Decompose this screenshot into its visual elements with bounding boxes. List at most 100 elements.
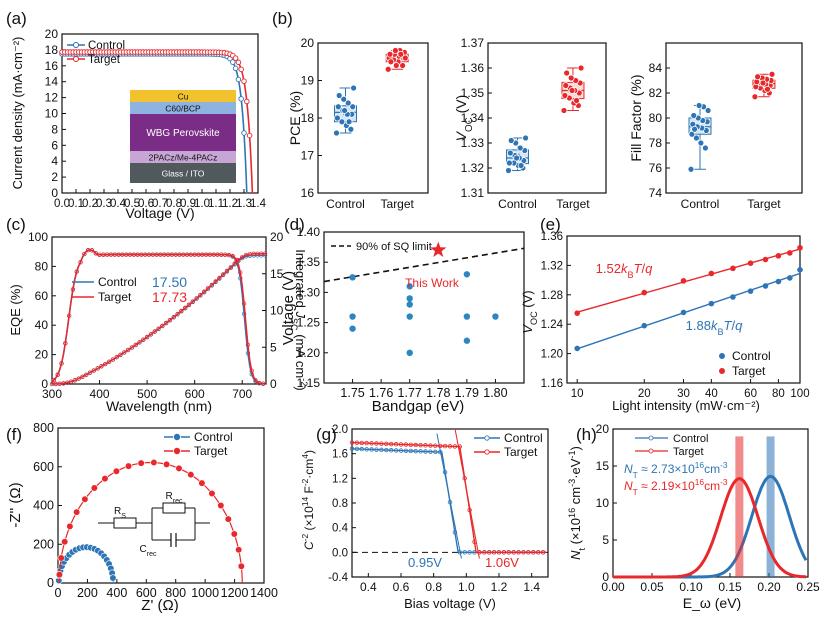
y-axis-title: -Z'' (Ω): [7, 482, 24, 527]
legend-label: Target: [98, 290, 132, 304]
eqe-marker: [78, 260, 83, 265]
plot-frame: [665, 42, 803, 194]
circuit-rrec: [162, 502, 186, 514]
y-tick-label: 1.25: [297, 316, 321, 330]
eqe-marker: [59, 361, 64, 366]
y2-tick-label: 0: [270, 377, 277, 391]
x-tick-label: 1.4: [523, 580, 540, 594]
y-tick-label: 20: [35, 348, 49, 362]
eqe-marker: [93, 251, 98, 256]
jv-marker-control: [232, 65, 239, 72]
jv-marker-control: [235, 76, 242, 83]
jv-marker-target: [238, 66, 244, 73]
jsc-marker: [163, 320, 169, 326]
x-tick-label: 1.3: [236, 198, 252, 210]
y-tick-label: 1.34: [461, 111, 485, 125]
jsc-marker: [202, 289, 207, 294]
y-tick-label: 1.36: [461, 61, 485, 75]
y-tick-label: 16: [45, 59, 59, 73]
y-tick-label: 19: [301, 74, 315, 88]
y-tick-label: 0: [51, 186, 58, 200]
jsc-marker: [122, 350, 127, 355]
box-point: [507, 137, 515, 144]
x-tick-label: 40: [705, 388, 718, 400]
x-tick-label: Control: [498, 197, 537, 211]
data-point-target: [137, 459, 145, 467]
plot-frame: [51, 236, 267, 385]
data-point-control: [797, 267, 803, 273]
legend-label: Control: [98, 275, 137, 289]
y-tick-label: 1.32: [541, 260, 563, 272]
panel-label: (g): [316, 425, 337, 444]
literature-point: [463, 337, 471, 344]
data-point-target: [797, 244, 803, 251]
circuit-label-rrec: Rrec: [166, 491, 183, 505]
x-tick-label: Target: [381, 197, 415, 211]
inset-layer-label: C60/BCP: [165, 104, 201, 114]
data-point-target: [81, 495, 89, 503]
box-point: [697, 139, 705, 147]
data-point-target: [90, 484, 98, 492]
data-point-target: [198, 479, 206, 487]
jsc-marker: [118, 352, 123, 357]
jsc-marker: [160, 323, 165, 328]
eqe-marker: [74, 269, 79, 274]
data-point-control: [641, 322, 648, 329]
legend-label: Control: [504, 431, 543, 445]
literature-point: [349, 274, 356, 281]
nt-label-control: NT ≈ 2.73×1016cm-3: [624, 460, 728, 480]
data-point-control: [762, 283, 769, 289]
inset-layer: [130, 102, 236, 114]
y-tick-label: 1.31: [461, 186, 485, 200]
jsc-marker: [213, 279, 218, 284]
x-tick-label: 0.6: [393, 580, 410, 594]
y-tick-label: 20: [45, 27, 59, 41]
x-tick-label: 1200: [221, 586, 249, 600]
jv-marker-control: [230, 59, 236, 65]
jv-marker-target: [232, 55, 239, 61]
circuit-rs: [113, 517, 137, 529]
inset-layer-label: Glass / ITO: [162, 169, 205, 179]
y-tick-label: 1.40: [297, 225, 321, 239]
box-point: [505, 167, 512, 174]
data-point-control: [775, 278, 782, 285]
box-point: [690, 112, 698, 119]
y-tick-label: 8: [51, 122, 58, 136]
y-tick-label: 0: [41, 377, 48, 391]
jsc-marker: [137, 340, 142, 345]
data-point-target: [730, 265, 736, 272]
box-point: [693, 134, 700, 142]
y-tick-label: 1.28: [541, 290, 563, 302]
x-axis-title: Voltage (V): [125, 205, 194, 221]
sq-limit-line: [323, 247, 525, 283]
x-tick-label: 700: [232, 387, 252, 401]
data-point-target: [230, 530, 238, 538]
literature-point: [349, 313, 356, 320]
legend-label: Target: [504, 445, 538, 459]
x-tick-label: 1.76: [369, 386, 393, 400]
box-point: [333, 114, 341, 122]
jsc-marker: [171, 314, 176, 320]
jsc-marker: [129, 345, 135, 350]
nt-label-target: NT ≈ 2.19×1016cm-3: [624, 477, 728, 497]
plot-frame: [57, 427, 265, 584]
data-point-control: [680, 309, 687, 316]
x-tick-label: 0.1: [68, 198, 84, 210]
box-point: [335, 92, 343, 99]
jsc-marker: [209, 282, 214, 288]
data-point-target: [641, 289, 648, 296]
data-point-target: [73, 508, 81, 516]
data-point-control: [708, 300, 715, 307]
box-point: [517, 162, 525, 169]
y-tick-label: 17: [301, 149, 315, 163]
y-tick-label: 1.16: [541, 378, 563, 390]
jsc-marker: [190, 299, 195, 304]
x-tick-label: 1.0: [458, 580, 475, 594]
box-point: [687, 165, 695, 173]
y2-tick-label: 15: [270, 267, 284, 281]
x-axis-title: Wavelength (nm): [106, 398, 212, 414]
eqe-marker: [245, 351, 251, 356]
y-tick-label: -0.4: [328, 572, 348, 584]
x-tick-label: Target: [747, 197, 781, 211]
panel-label: (b): [272, 9, 293, 28]
